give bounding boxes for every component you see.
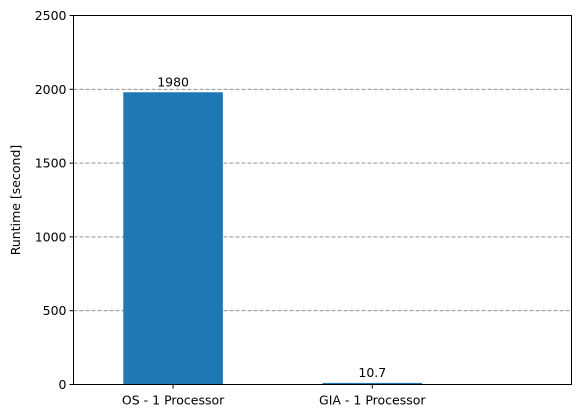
- y-tick-label: 1000: [35, 229, 67, 244]
- bars: [123, 92, 423, 385]
- x-axis-ticks: OS - 1 Processor GIA - 1 Processor: [122, 384, 426, 408]
- y-tick-label: 1500: [35, 156, 67, 171]
- plot-frame: [73, 15, 572, 385]
- y-tick-label: 500: [43, 303, 67, 318]
- y-axis-label: Runtime [second]: [8, 145, 23, 256]
- bar: [322, 382, 423, 385]
- y-axis-ticks: 0 500 1000 1500 2000 2500: [35, 8, 74, 392]
- data-label: 10.7: [358, 365, 386, 380]
- y-tick-label: 2500: [35, 8, 67, 23]
- data-labels: 1980 10.7: [157, 74, 386, 380]
- y-tick-label: 0: [59, 377, 67, 392]
- bar: [123, 92, 223, 385]
- y-tick-label: 2000: [35, 82, 67, 97]
- x-tick-label: GIA - 1 Processor: [319, 393, 426, 408]
- data-label: 1980: [157, 74, 189, 89]
- gridlines: [73, 88, 572, 312]
- x-tick-label: OS - 1 Processor: [122, 393, 225, 408]
